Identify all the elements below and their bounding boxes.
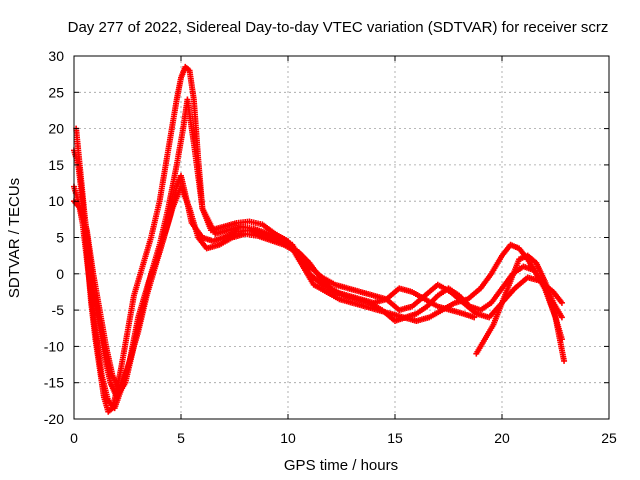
x-tick-label: 5 xyxy=(177,430,185,446)
y-tick-label: 25 xyxy=(48,84,64,100)
data-point xyxy=(558,314,565,321)
x-tick-label: 15 xyxy=(387,430,403,446)
data-point xyxy=(471,314,478,321)
x-axis-label: GPS time / hours xyxy=(284,457,398,474)
x-tick-label: 20 xyxy=(494,430,510,446)
chart-title: Day 277 of 2022, Sidereal Day-to-day VTE… xyxy=(68,19,609,36)
y-tick-label: 30 xyxy=(48,48,64,64)
grid xyxy=(74,56,609,419)
x-tick-label: 25 xyxy=(601,430,617,446)
x-tick-label: 0 xyxy=(70,430,78,446)
y-tick-label: -20 xyxy=(44,411,64,427)
y-tick-label: 5 xyxy=(56,230,64,246)
y-tick-label: -15 xyxy=(44,375,64,391)
y-tick-label: -10 xyxy=(44,338,64,354)
axis-ticks: 0 5 10 15 20 25 -20 -15 -10 -5 0 5 10 15 20 25 30 xyxy=(44,48,617,446)
data-point xyxy=(558,299,565,306)
x-tick-label: 10 xyxy=(280,430,296,446)
series-track-d xyxy=(71,183,478,393)
y-tick-label: 0 xyxy=(56,266,64,282)
y-tick-label: 20 xyxy=(48,121,64,137)
y-tick-label: -5 xyxy=(52,302,65,318)
y-tick-label: 15 xyxy=(48,157,64,173)
y-axis-label: SDTVAR / TECUs xyxy=(6,178,23,298)
y-tick-label: 10 xyxy=(48,193,64,209)
data-series xyxy=(71,63,568,415)
series-track-e xyxy=(473,252,565,357)
data-point xyxy=(561,357,568,364)
